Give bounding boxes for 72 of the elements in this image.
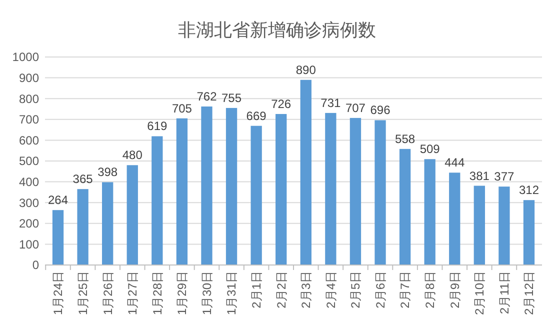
bar bbox=[474, 186, 485, 265]
bar bbox=[300, 80, 312, 265]
data-label: 755 bbox=[222, 90, 242, 105]
y-tick-label: 500 bbox=[18, 154, 40, 168]
y-tick-label: 900 bbox=[18, 71, 40, 85]
y-tick-label: 700 bbox=[18, 112, 40, 127]
y-tick-label: 600 bbox=[18, 133, 40, 148]
data-label: 731 bbox=[320, 96, 342, 110]
bar bbox=[77, 189, 88, 265]
x-tick-label: 1月26日 bbox=[100, 271, 115, 316]
y-tick-label: 1000 bbox=[12, 50, 40, 64]
data-label: 890 bbox=[296, 62, 316, 77]
bar bbox=[276, 114, 287, 265]
y-tick-label: 800 bbox=[18, 92, 40, 106]
data-label: 264 bbox=[48, 193, 68, 208]
data-label: 762 bbox=[196, 90, 218, 104]
data-label: 696 bbox=[370, 103, 391, 118]
data-label: 619 bbox=[147, 119, 168, 134]
x-tick-label: 1月29日 bbox=[175, 271, 190, 316]
x-tick-label: 2月10日 bbox=[472, 271, 487, 316]
bar bbox=[449, 172, 460, 265]
x-tick-label: 1月31日 bbox=[224, 271, 239, 316]
data-label: 726 bbox=[271, 96, 292, 111]
x-tick-label: 2月4日 bbox=[324, 271, 338, 308]
data-label: 381 bbox=[469, 168, 490, 183]
bar bbox=[523, 200, 535, 265]
data-label: 707 bbox=[345, 100, 366, 115]
x-tick-label: 2月1日 bbox=[250, 271, 264, 308]
data-label: 705 bbox=[172, 101, 192, 116]
bar bbox=[226, 108, 238, 265]
data-label: 558 bbox=[395, 132, 416, 146]
bar bbox=[201, 106, 212, 265]
data-label: 669 bbox=[246, 108, 267, 123]
y-tick-label: 0 bbox=[32, 258, 40, 272]
bar bbox=[498, 186, 510, 265]
bar bbox=[102, 182, 114, 265]
x-tick-label: 2月5日 bbox=[348, 271, 363, 308]
y-tick-label: 400 bbox=[18, 175, 40, 189]
data-label: 398 bbox=[98, 165, 118, 180]
y-tick-label: 100 bbox=[18, 237, 40, 252]
x-tick-label: 2月11日 bbox=[497, 271, 512, 314]
bar bbox=[152, 136, 163, 265]
x-tick-label: 2月7日 bbox=[398, 271, 412, 308]
bar bbox=[350, 118, 362, 265]
x-tick-label: 1月30日 bbox=[200, 271, 214, 316]
bar bbox=[399, 148, 411, 265]
x-tick-label: 1月24日 bbox=[51, 271, 66, 316]
bar bbox=[52, 210, 64, 265]
bar bbox=[126, 165, 138, 265]
data-label: 312 bbox=[518, 183, 540, 198]
bar bbox=[374, 120, 386, 265]
x-tick-label: 2月9日 bbox=[448, 271, 462, 308]
data-label: 377 bbox=[494, 170, 515, 184]
data-label: 444 bbox=[444, 156, 465, 170]
y-tick-label: 300 bbox=[18, 196, 40, 210]
data-label: 365 bbox=[72, 172, 94, 186]
bar bbox=[424, 159, 436, 265]
data-label: 480 bbox=[122, 148, 143, 162]
x-tick-label: 2月6日 bbox=[373, 271, 388, 308]
x-tick-label: 1月27日 bbox=[126, 271, 140, 316]
x-tick-label: 2月3日 bbox=[299, 271, 314, 308]
x-tick-label: 2月8日 bbox=[423, 271, 438, 308]
y-tick-label: 200 bbox=[18, 216, 40, 231]
bar bbox=[176, 118, 188, 265]
chart-title: 非湖北省新增确诊病例数 bbox=[178, 20, 376, 40]
x-tick-label: 2月12日 bbox=[522, 271, 536, 316]
bar bbox=[325, 112, 336, 265]
x-tick-label: 2月2日 bbox=[274, 271, 288, 308]
x-tick-label: 1月28日 bbox=[150, 271, 164, 316]
x-tick-label: 1月25日 bbox=[76, 271, 90, 316]
bar bbox=[250, 126, 262, 265]
data-label: 509 bbox=[420, 142, 440, 156]
